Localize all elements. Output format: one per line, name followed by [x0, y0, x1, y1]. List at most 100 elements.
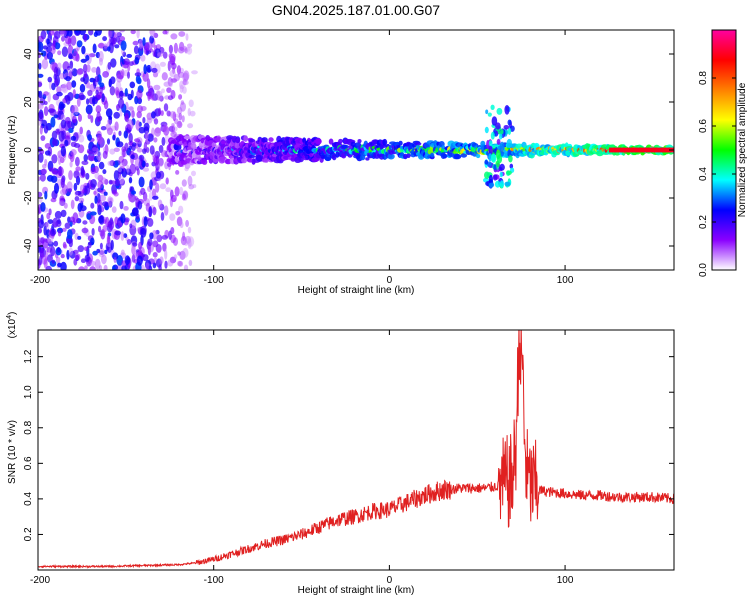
heatmap-cell — [80, 58, 87, 63]
x-tick-label: -100 — [204, 275, 224, 286]
heatmap-cell — [149, 232, 154, 240]
heatmap-cell — [331, 153, 337, 161]
heatmap-cell — [163, 123, 168, 133]
heatmap-cell — [188, 99, 194, 108]
heatmap-cell — [44, 190, 48, 200]
heatmap-cell — [66, 237, 73, 244]
heatmap-cell — [89, 211, 97, 216]
heatmap-cell — [122, 148, 126, 158]
heatmap-cell — [187, 108, 191, 117]
heatmap-cell — [163, 81, 171, 87]
colorbar-tick-label: 0.2 — [698, 215, 709, 229]
heatmap-cell — [60, 119, 67, 129]
heatmap-cell — [38, 103, 42, 109]
heatmap-cell — [40, 135, 46, 142]
heatmap-cell — [157, 248, 162, 253]
heatmap-cell — [177, 260, 184, 267]
heatmap-cell — [151, 188, 157, 198]
heatmap-cell — [165, 187, 172, 193]
heatmap-cell — [97, 204, 102, 216]
heatmap-cell — [179, 250, 186, 260]
heatmap-cell — [77, 245, 85, 253]
heatmap-cell — [161, 235, 169, 240]
heatmap-cell — [187, 238, 192, 249]
x-tick-label: -200 — [30, 275, 50, 286]
y-tick-label: -20 — [23, 190, 34, 205]
heatmap-cell — [134, 138, 141, 143]
heatmap-cell — [126, 239, 132, 245]
heatmap-cell — [58, 130, 65, 142]
y-tick-label: 40 — [23, 48, 34, 60]
heatmap-cell — [71, 68, 78, 77]
heatmap-cell — [73, 143, 81, 148]
heatmap-cell — [174, 186, 180, 197]
heatmap-cell — [121, 68, 125, 79]
heatmap-cell — [491, 116, 498, 126]
heatmap-cell — [181, 115, 185, 123]
heatmap-cell — [490, 131, 495, 140]
heatmap-cell — [57, 166, 64, 177]
heatmap-cell — [168, 125, 176, 132]
heatmap-cell — [80, 165, 85, 176]
heatmap-cell — [70, 135, 77, 141]
heatmap-cell — [66, 81, 72, 91]
y-tick-label: 0.4 — [23, 492, 34, 506]
heatmap-cell — [38, 103, 44, 110]
heatmap-cell — [142, 167, 150, 172]
heatmap-cell — [87, 113, 92, 120]
heatmap-cell — [181, 193, 186, 201]
heatmap-cell — [357, 139, 362, 144]
heatmap-cell — [414, 142, 422, 146]
heatmap-cell — [138, 249, 143, 256]
heatmap-cell — [116, 141, 124, 148]
heatmap-cell — [248, 154, 256, 159]
heatmap-cell — [98, 161, 105, 170]
heatmap-cell — [92, 43, 97, 54]
heatmap-cell — [131, 142, 137, 147]
heatmap-cell — [382, 138, 388, 146]
heatmap-cell — [64, 35, 72, 45]
heatmap-cell — [128, 177, 133, 184]
heatmap-cell — [169, 213, 176, 221]
heatmap-cell — [147, 217, 154, 227]
heatmap-cell — [87, 155, 92, 161]
heatmap-cell — [103, 191, 108, 196]
heatmap-cell — [104, 249, 108, 255]
heatmap-cell — [70, 149, 77, 156]
heatmap-cell — [184, 167, 189, 172]
heatmap-cell — [76, 68, 83, 76]
heatmap-cell — [113, 257, 117, 263]
heatmap-cell — [45, 265, 52, 270]
colorbar: 0.0 0.2 0.4 0.6 0.8 Normalized spectral ampl… — [698, 29, 748, 277]
heatmap-cell — [41, 58, 49, 70]
heatmap-cell — [506, 138, 513, 149]
heatmap-cell — [98, 50, 104, 62]
heatmap-cell — [38, 81, 43, 88]
heatmap-cell — [182, 86, 187, 94]
heatmap-cell — [72, 51, 79, 61]
heatmap-cell — [162, 51, 168, 59]
heatmap-cell — [61, 36, 65, 42]
heatmap-y-ticks: -40 -20 0 20 40 — [23, 48, 674, 253]
heatmap-cell — [187, 43, 193, 48]
heatmap-cell — [65, 96, 71, 105]
heatmap-cell — [157, 199, 163, 209]
heatmap-cell — [508, 155, 513, 163]
heatmap-cell — [44, 150, 51, 156]
heatmap-cell — [158, 107, 162, 117]
y-tick-label: 0.2 — [23, 527, 34, 541]
heatmap-cell — [114, 178, 120, 187]
colorbar-tick-label: 0.6 — [698, 119, 709, 133]
heatmap-cell — [51, 167, 58, 175]
heatmap-cell — [170, 33, 178, 40]
heatmap-cell — [146, 78, 151, 89]
heatmap-cell — [101, 201, 109, 207]
colorbar-ticks: 0.0 0.2 0.4 0.6 0.8 — [698, 71, 736, 277]
heatmap-cell — [120, 249, 125, 256]
heatmap-cell — [152, 240, 159, 248]
x-tick-label: 0 — [387, 275, 393, 286]
heatmap-cell — [153, 118, 159, 125]
heatmap-cell — [494, 180, 501, 188]
heatmap-cell — [162, 30, 168, 35]
heatmap-cell — [109, 148, 116, 155]
